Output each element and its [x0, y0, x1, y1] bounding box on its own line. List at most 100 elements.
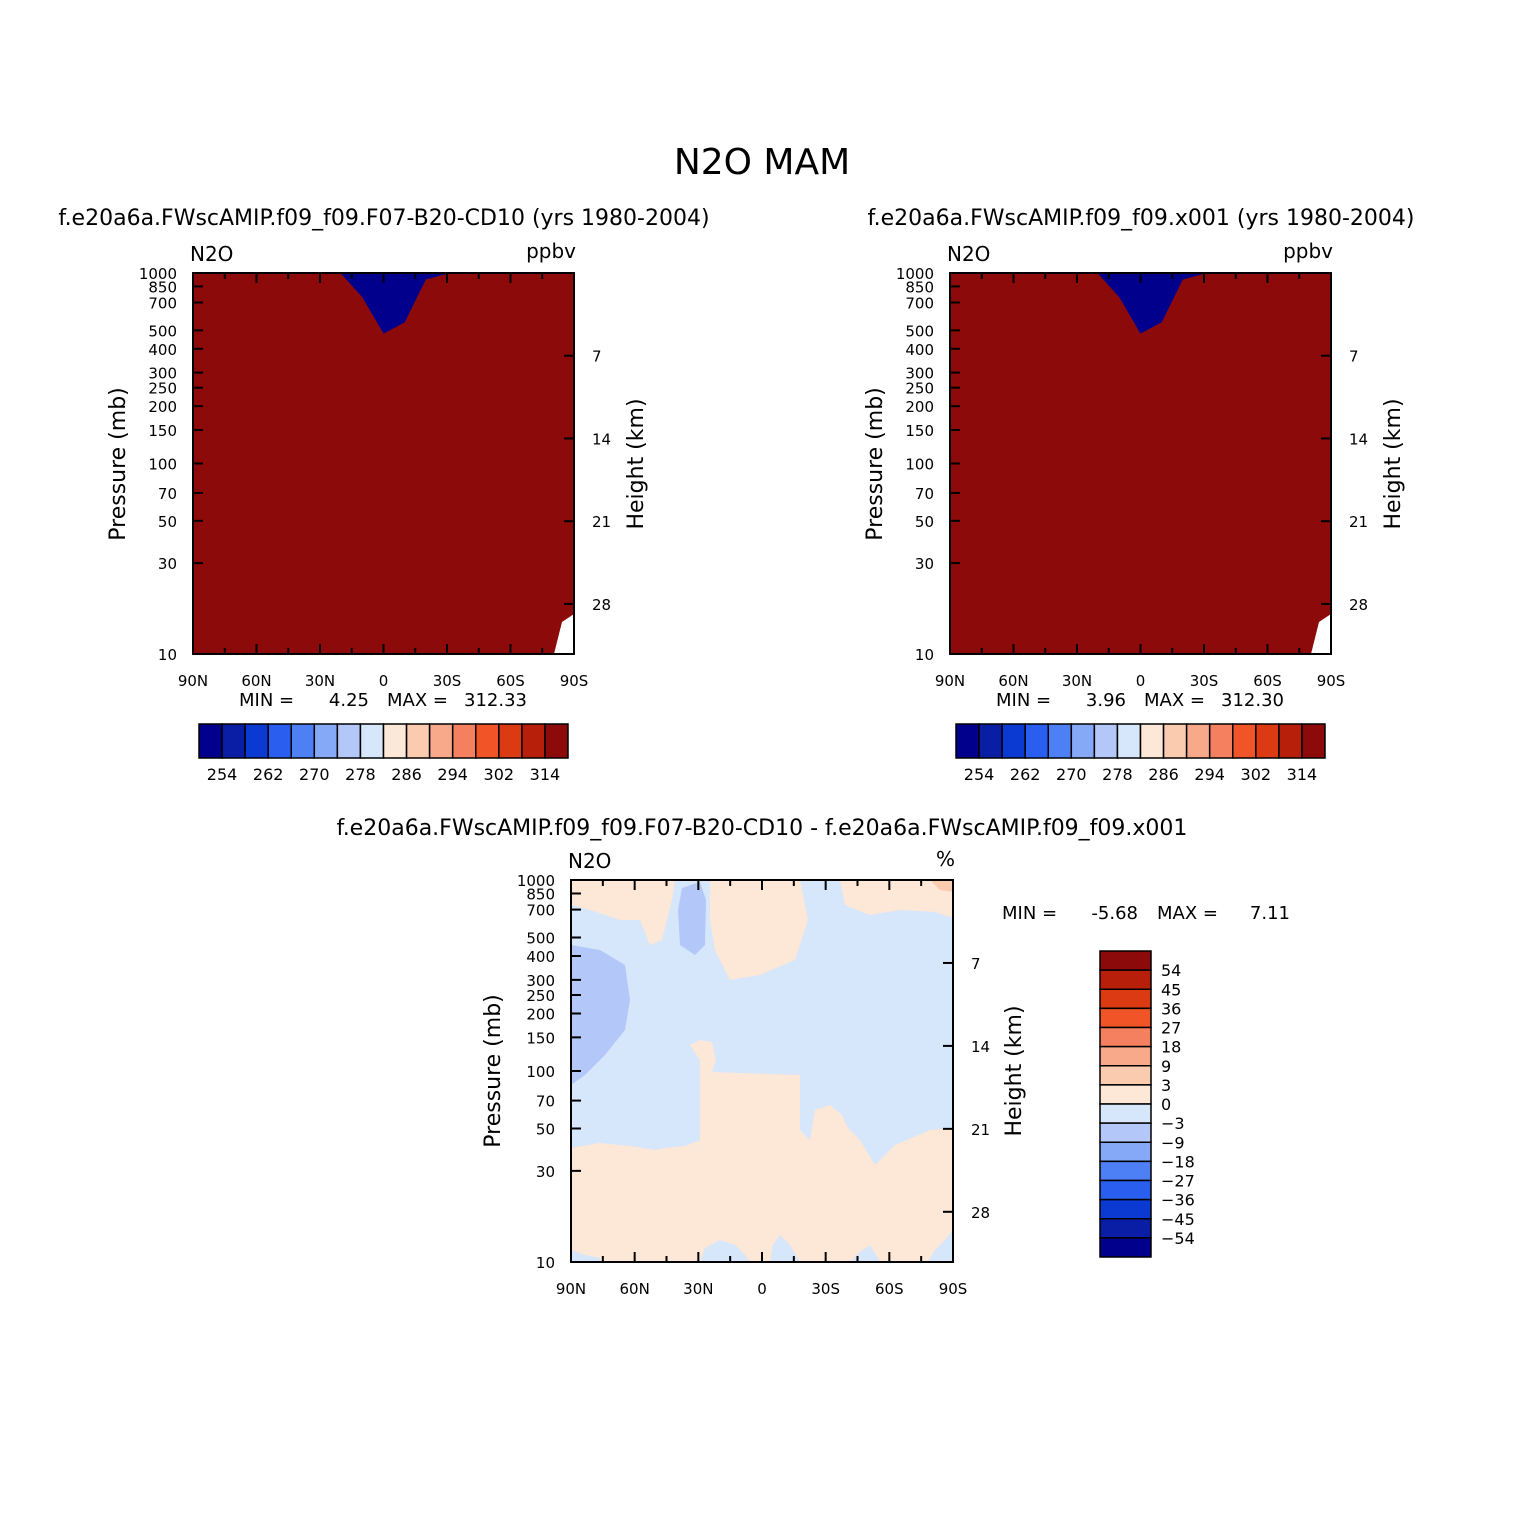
y-tick-label: 30	[915, 555, 934, 573]
panel-difference: f.e20a6a.FWscAMIP.f09_f09.F07-B20-CD10 -…	[337, 816, 1290, 1298]
y-tick-label: 850	[905, 278, 934, 296]
missing-data-corner	[554, 614, 574, 654]
panel-right-variable-label: N2O	[947, 242, 990, 266]
height-tick-label: 7	[971, 955, 981, 973]
colorbar-box	[1099, 1084, 1152, 1105]
panel-left-colorbar: 254 262 270 278 286 294 302 314	[198, 723, 569, 784]
colorbar-label: 0	[1161, 1095, 1171, 1114]
colorbar-box	[359, 723, 385, 759]
diff-region-positive-topright	[930, 880, 953, 892]
panel-right-units-label: ppbv	[1283, 239, 1333, 263]
colorbar-box	[544, 723, 569, 759]
colorbar-box	[475, 723, 500, 759]
colorbar-box	[1208, 723, 1234, 759]
panel-difference-title: f.e20a6a.FWscAMIP.f09_f09.F07-B20-CD10 -…	[337, 816, 1188, 841]
colorbar-label: −18	[1161, 1152, 1195, 1171]
colorbar-box	[521, 723, 546, 759]
x-tick-label: 30N	[305, 672, 335, 690]
panel-right-colorbar: 254 262 270 278 286 294 302 314	[955, 723, 1326, 784]
y-tick-label: 500	[905, 322, 934, 340]
height-tick-label: 28	[1349, 596, 1368, 614]
x-tick-label: 60N	[241, 672, 271, 690]
y-tick-label: 250	[148, 380, 177, 398]
colorbar-box	[1099, 1026, 1152, 1048]
colorbar-label: 254	[207, 765, 238, 784]
colorbar-label: 302	[484, 765, 515, 784]
y-tick-label: 10	[915, 646, 934, 664]
colorbar-box	[1099, 1103, 1152, 1124]
colorbar-box	[978, 723, 1003, 759]
x-tick-label: 90S	[560, 672, 589, 690]
panel-difference-variable-label: N2O	[568, 849, 611, 873]
panel-difference-right-axis-label: Height (km)	[1002, 1005, 1027, 1136]
y-tick-label: 500	[526, 929, 555, 947]
main-title: N2O MAM	[674, 142, 850, 183]
diff-region-negative-left	[571, 945, 630, 1085]
panel-difference-units-label: %	[936, 847, 955, 871]
colorbar-box	[1116, 723, 1142, 759]
panel-right-max-value: 312.30	[1221, 690, 1284, 711]
colorbar-box	[382, 723, 408, 759]
panel-difference-contour-field	[571, 880, 953, 1262]
colorbar-label: −36	[1161, 1191, 1195, 1210]
x-tick-label: 90S	[939, 1280, 968, 1298]
y-tick-label: 700	[148, 295, 177, 313]
colorbar-box	[428, 723, 454, 759]
height-tick-label: 7	[1349, 348, 1359, 366]
colorbar-box	[1162, 723, 1188, 759]
colorbar-box	[1099, 988, 1152, 1010]
colorbar-box	[955, 723, 980, 759]
colorbar-box	[1099, 1179, 1152, 1201]
panel-right-max-label: MAX =	[1144, 690, 1205, 711]
colorbar-label: 262	[253, 765, 284, 784]
panel-difference-max-value: 7.11	[1250, 903, 1290, 924]
y-tick-label: 400	[905, 341, 934, 359]
diff-region-near-zero-topleft	[571, 880, 675, 945]
y-tick-label: 700	[905, 295, 934, 313]
x-tick-label: 60S	[496, 672, 525, 690]
height-tick-label: 7	[592, 348, 602, 366]
colorbar-label: 3	[1161, 1076, 1171, 1095]
panel-right-min-label: MIN =	[996, 690, 1051, 711]
colorbar-label: 302	[1241, 765, 1272, 784]
y-tick-label: 50	[915, 513, 934, 531]
panel-left-contour-field	[193, 273, 574, 654]
panel-difference-min-value: -5.68	[1091, 903, 1138, 924]
y-tick-label: 10	[536, 1254, 555, 1272]
panel-right: f.e20a6a.FWscAMIP.f09_f09.x001 (yrs 1980…	[863, 206, 1415, 784]
missing-data-corner	[1311, 614, 1331, 654]
y-tick-label: 150	[526, 1029, 555, 1047]
colorbar-box	[1099, 1237, 1152, 1258]
y-tick-label: 1000	[139, 265, 177, 283]
y-tick-label: 70	[536, 1093, 555, 1111]
colorbar-label: 27	[1161, 1019, 1181, 1038]
y-tick-label: 850	[148, 278, 177, 296]
height-tick-label: 21	[971, 1121, 990, 1139]
panel-left: f.e20a6a.FWscAMIP.f09_f09.F07-B20-CD10 (…	[58, 206, 709, 784]
x-tick-label: 60N	[998, 672, 1028, 690]
colorbar-label: 18	[1161, 1038, 1181, 1057]
panel-right-axes: 90N 60N 30N 0 30S 60S 90S 10 30 50 70 100 150 2002503…	[896, 265, 1368, 690]
diff-region-near-zero-topcenter	[710, 880, 808, 980]
height-tick-label: 14	[592, 430, 611, 448]
y-tick-label: 70	[158, 485, 177, 503]
x-tick-label: 30S	[1190, 672, 1219, 690]
colorbar-box	[290, 723, 316, 759]
colorbar-box	[244, 723, 269, 759]
y-tick-label: 50	[158, 513, 177, 531]
diff-region-negative-bottom-left	[571, 1250, 600, 1262]
y-tick-label: 400	[526, 948, 555, 966]
diff-region-negative-bottom-right	[928, 1230, 953, 1262]
colorbar-box	[405, 723, 431, 759]
x-tick-label: 30S	[811, 1280, 840, 1298]
panel-difference-max-label: MAX =	[1157, 903, 1218, 924]
height-tick-label: 28	[592, 596, 611, 614]
y-tick-label: 300	[148, 365, 177, 383]
y-tick-label: 1000	[517, 872, 555, 890]
colorbar-label: 36	[1161, 999, 1181, 1018]
colorbar-box	[221, 723, 246, 759]
y-tick-label: 200	[526, 1006, 555, 1024]
y-tick-label: 30	[536, 1163, 555, 1181]
colorbar-box	[1099, 1007, 1152, 1029]
